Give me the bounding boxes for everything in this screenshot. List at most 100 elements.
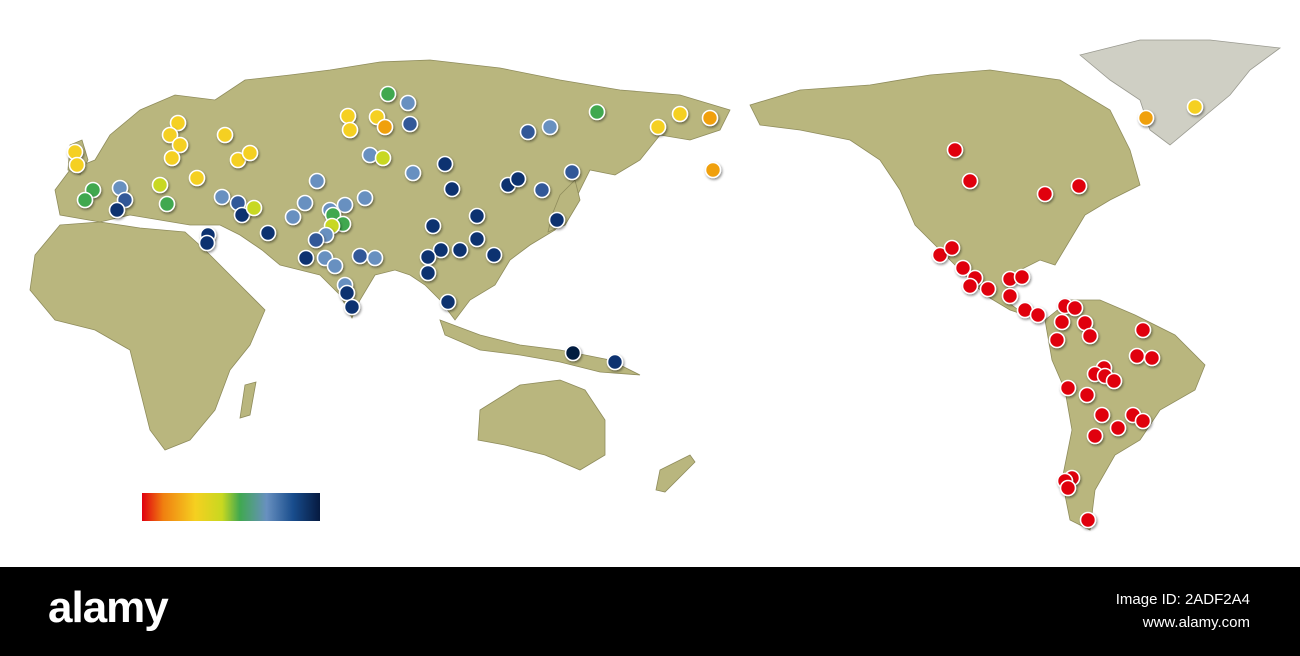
site-marker (336, 196, 354, 214)
site-marker (671, 105, 689, 123)
site-marker (961, 277, 979, 295)
site-markers (66, 85, 1204, 529)
site-marker (419, 248, 437, 266)
site-marker (1013, 268, 1031, 286)
site-marker (1053, 313, 1071, 331)
watermark-bar (0, 567, 1300, 656)
site-marker (1001, 287, 1019, 305)
site-marker (468, 207, 486, 225)
site-marker (468, 230, 486, 248)
site-marker (931, 246, 949, 264)
site-marker (564, 344, 582, 362)
site-marker (563, 163, 581, 181)
site-marker (701, 109, 719, 127)
site-marker (374, 149, 392, 167)
site-marker (1066, 299, 1084, 317)
site-marker (704, 161, 722, 179)
site-marker (1143, 349, 1161, 367)
site-marker (68, 156, 86, 174)
site-marker (339, 107, 357, 125)
site-marker (1036, 185, 1054, 203)
site-marker (233, 206, 251, 224)
site-marker (424, 217, 442, 235)
site-marker (1078, 386, 1096, 404)
site-marker (338, 284, 356, 302)
site-marker (961, 172, 979, 190)
site-marker (343, 298, 361, 316)
site-marker (436, 155, 454, 173)
site-marker (213, 188, 231, 206)
site-marker (548, 211, 566, 229)
indonesia (439, 319, 641, 376)
site-marker (171, 136, 189, 154)
site-marker (485, 246, 503, 264)
site-marker (1109, 419, 1127, 437)
site-marker (1128, 347, 1146, 365)
site-marker (1134, 321, 1152, 339)
site-marker (351, 247, 369, 265)
greenland (1079, 39, 1282, 146)
site-marker (1059, 379, 1077, 397)
site-marker (588, 103, 606, 121)
australia (477, 379, 606, 471)
site-marker (399, 94, 417, 112)
site-marker (401, 115, 419, 133)
site-marker (188, 169, 206, 187)
alamy-logo: alamy (48, 583, 169, 632)
site-marker (404, 164, 422, 182)
site-marker (1059, 479, 1077, 497)
color-scale (142, 493, 320, 521)
north-america (749, 69, 1141, 321)
site-marker (326, 257, 344, 275)
site-marker (366, 249, 384, 267)
site-marker (307, 231, 325, 249)
site-marker (229, 151, 247, 169)
site-marker (108, 201, 126, 219)
site-url: www.alamy.com (1142, 614, 1250, 631)
site-marker (541, 118, 559, 136)
site-marker (158, 195, 176, 213)
site-marker (284, 208, 302, 226)
site-marker (1186, 98, 1204, 116)
site-marker (533, 181, 551, 199)
site-marker (606, 353, 624, 371)
site-marker (1029, 306, 1047, 324)
site-marker (76, 191, 94, 209)
site-marker (509, 170, 527, 188)
site-marker (376, 118, 394, 136)
site-marker (419, 264, 437, 282)
site-marker (943, 239, 961, 257)
site-marker (1081, 327, 1099, 345)
site-marker (161, 126, 179, 144)
site-marker (432, 241, 450, 259)
site-marker (198, 234, 216, 252)
madagascar (239, 381, 257, 419)
site-marker (1070, 177, 1088, 195)
site-marker (1134, 412, 1152, 430)
site-marker (379, 85, 397, 103)
site-marker (1137, 109, 1155, 127)
africa (29, 221, 266, 451)
site-marker (451, 241, 469, 259)
site-marker (439, 293, 457, 311)
site-marker (356, 189, 374, 207)
site-marker (946, 141, 964, 159)
site-marker (296, 194, 314, 212)
world-map (29, 39, 1282, 531)
site-marker (1093, 406, 1111, 424)
site-marker (241, 144, 259, 162)
site-marker (443, 180, 461, 198)
site-marker (341, 121, 359, 139)
site-marker (308, 172, 326, 190)
site-marker (216, 126, 234, 144)
new-zealand (655, 454, 696, 493)
site-marker (169, 114, 187, 132)
site-marker (151, 176, 169, 194)
image-id: Image ID: 2ADF2A4 (1116, 591, 1250, 608)
site-marker (954, 259, 972, 277)
site-marker (163, 149, 181, 167)
site-marker (245, 199, 263, 217)
site-marker (649, 118, 667, 136)
site-marker (1105, 372, 1123, 390)
